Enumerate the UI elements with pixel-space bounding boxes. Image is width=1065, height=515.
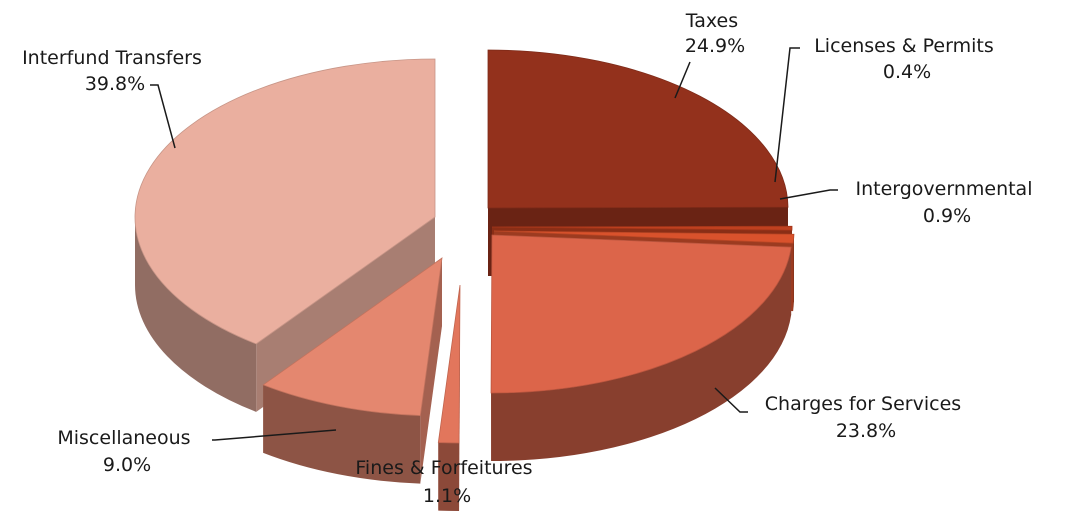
pie-slice-wall-charges-for-services	[491, 247, 792, 461]
pie-slice-licenses-permits	[491, 225, 793, 231]
pie-slice-wall-interfund-transfers	[135, 217, 257, 412]
slice-label-taxes: Taxes 24.9%	[685, 10, 745, 57]
pie-slice-charges-for-services	[490, 234, 792, 394]
slice-label-intergovernmental: Intergovernmental 0.9%	[855, 178, 1038, 227]
pie-slice-interfund-transfers	[134, 58, 436, 345]
leader-interfund-transfers	[150, 84, 176, 149]
leader-miscellaneous	[212, 429, 337, 441]
pie-slice-wall-miscellaneous	[263, 384, 421, 484]
pie-slice-miscellaneous	[262, 257, 443, 417]
leader-intergovernmental	[779, 189, 838, 200]
slice-label-miscellaneous: Miscellaneous 9.0%	[57, 427, 196, 476]
leader-taxes	[674, 61, 691, 99]
pie-slice-tops	[134, 49, 795, 444]
leader-licenses-permits	[774, 47, 800, 183]
pie-slice-intergovernmental	[493, 230, 795, 244]
pie-slice-wall-intergovernmental	[793, 234, 794, 312]
pie-slice-taxes	[487, 49, 789, 209]
pie-slice-fines-forfeitures	[437, 284, 461, 444]
label-leader-lines	[150, 47, 838, 441]
slice-label-interfund-transfers: Interfund Transfers 39.8%	[22, 47, 208, 95]
pie-slice-wall-fines-forfeitures	[438, 442, 460, 511]
slice-label-charges-for-services: Charges for Services 23.8%	[765, 393, 967, 442]
slice-label-licenses-permits: Licenses & Permits 0.4%	[814, 35, 1000, 83]
leader-charges-for-services	[714, 387, 748, 413]
slice-label-fines-forfeitures: Fines & Forfeitures 1.1%	[355, 457, 538, 507]
